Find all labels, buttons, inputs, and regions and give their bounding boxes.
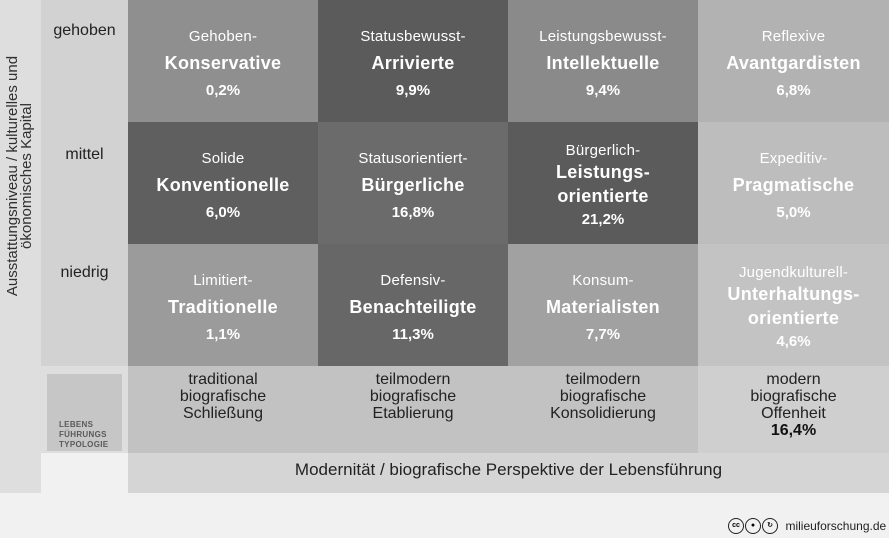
typology-teilmodern-etablierung: teilmodern biografische Etablierung: [318, 366, 508, 453]
milieu-cell-materialisten: Konsum- Materialisten 7,7%: [508, 244, 698, 366]
y-axis-panel: Ausstattungsniveau / kulturelles und öko…: [0, 0, 41, 366]
typology-share: 16,4%: [770, 422, 817, 439]
milieu-cell-benachteiligte: Defensiv- Benachteiligte 11,3%: [318, 244, 508, 366]
milieu-name: Pragmatische: [732, 175, 855, 195]
milieu-share: 9,9%: [395, 82, 431, 99]
milieu-name: Konventionelle: [156, 175, 290, 195]
milieu-cell-konventionelle: Solide Konventionelle 6,0%: [128, 122, 318, 244]
milieu-name: Avantgardisten: [726, 53, 861, 73]
by-icon: ●: [745, 517, 761, 534]
milieu-share: 1,1%: [205, 326, 241, 343]
row-label-mittel: mittel: [41, 122, 128, 244]
milieu-prefix: Bürgerlich-: [565, 142, 641, 159]
milieu-cell-intellektuelle: Leistungsbewusst- Intellektuelle 9,4%: [508, 0, 698, 122]
milieu-name: Konservative: [164, 53, 282, 73]
milieu-share: 16,8%: [391, 204, 435, 221]
typology-teilmodern-konsolidierung: teilmodern biografische Konsolidierung: [508, 366, 698, 453]
milieu-prefix: Jugendkulturell-: [738, 264, 849, 281]
milieu-prefix: Defensiv-: [380, 272, 446, 289]
milieu-prefix: Solide: [201, 150, 245, 167]
milieu-name: Traditionelle: [168, 297, 278, 317]
typology-label: LEBENS FÜHRUNGS TYPOLOGIE: [59, 420, 109, 449]
x-axis-panel: Modernität / biografische Perspektive de…: [128, 453, 889, 493]
milieu-name: Intellektuelle: [546, 53, 660, 73]
cc-icon: cc: [728, 517, 744, 534]
milieu-share: 6,0%: [205, 204, 241, 221]
milieu-cell-leistungsorientierte: Bürgerlich- Leistungs- orientierte 21,2%: [508, 122, 698, 244]
milieu-cell-unterhaltungsorientierte: Jugendkulturell- Unterhaltungs- orientie…: [698, 244, 889, 366]
typology-traditional: traditional biografische Schließung: [128, 366, 318, 453]
milieu-prefix: Reflexive: [761, 28, 826, 45]
milieu-prefix: Statusbewusst-: [360, 28, 466, 45]
milieu-cell-gehoben-konservative: Gehoben- Konservative 0,2%: [128, 0, 318, 122]
milieu-share: 7,7%: [585, 326, 621, 343]
typology-modern: modern biografische Offenheit 16,4%: [698, 366, 889, 453]
milieu-share: 6,8%: [776, 82, 811, 99]
milieu-share: 21,2%: [581, 211, 625, 228]
milieu-name-line1: Unterhaltungs-: [727, 284, 860, 304]
x-axis-label: Modernität / biografische Perspektive de…: [294, 460, 723, 479]
milieu-name-line2: orientierte: [557, 186, 649, 206]
milieu-cell-arrivierte: Statusbewusst- Arrivierte 9,9%: [318, 0, 508, 122]
typology-label-box: LEBENS FÜHRUNGS TYPOLOGIE: [47, 374, 122, 451]
row-label-gehoben: gehoben: [41, 0, 128, 122]
milieu-cell-buergerliche: Statusorientiert- Bürgerliche 16,8%: [318, 122, 508, 244]
milieu-prefix: Limitiert-: [193, 272, 253, 289]
milieu-cell-traditionelle: Limitiert- Traditionelle 1,1%: [128, 244, 318, 366]
milieu-name: Bürgerliche: [361, 175, 465, 195]
milieu-share: 0,2%: [205, 82, 241, 99]
milieu-share: 9,4%: [585, 82, 621, 99]
milieu-name: Materialisten: [546, 297, 660, 317]
milieu-prefix: Expeditiv-: [759, 150, 828, 167]
milieu-prefix: Statusorientiert-: [358, 150, 468, 167]
milieu-name: Benachteiligte: [349, 297, 477, 317]
milieu-prefix: Gehoben-: [188, 28, 258, 45]
milieu-share: 5,0%: [776, 204, 811, 221]
sa-icon: ↻: [762, 517, 778, 534]
site-link[interactable]: milieuforschung.de: [785, 518, 887, 533]
milieu-cell-pragmatische: Expeditiv- Pragmatische 5,0%: [698, 122, 889, 244]
y-axis-label: Ausstattungsniveau / kulturelles und öko…: [4, 55, 35, 297]
milieu-name: Arrivierte: [371, 53, 455, 73]
milieu-share: 4,6%: [776, 333, 811, 350]
milieu-prefix: Leistungsbewusst-: [539, 28, 667, 45]
milieu-name-line2: orientierte: [747, 308, 840, 328]
row-label-niedrig: niedrig: [41, 244, 128, 366]
footer-license: cc ● ↻ milieuforschung.de: [728, 517, 888, 537]
milieu-prefix: Konsum-: [572, 272, 634, 289]
bottom-left-panel: [0, 366, 41, 493]
milieu-cell-avantgardisten: Reflexive Avantgardisten 6,8%: [698, 0, 889, 122]
milieu-share: 11,3%: [392, 326, 434, 343]
typology-label-panel: LEBENS FÜHRUNGS TYPOLOGIE: [41, 366, 128, 453]
milieu-name-line1: Leistungs-: [555, 162, 650, 182]
